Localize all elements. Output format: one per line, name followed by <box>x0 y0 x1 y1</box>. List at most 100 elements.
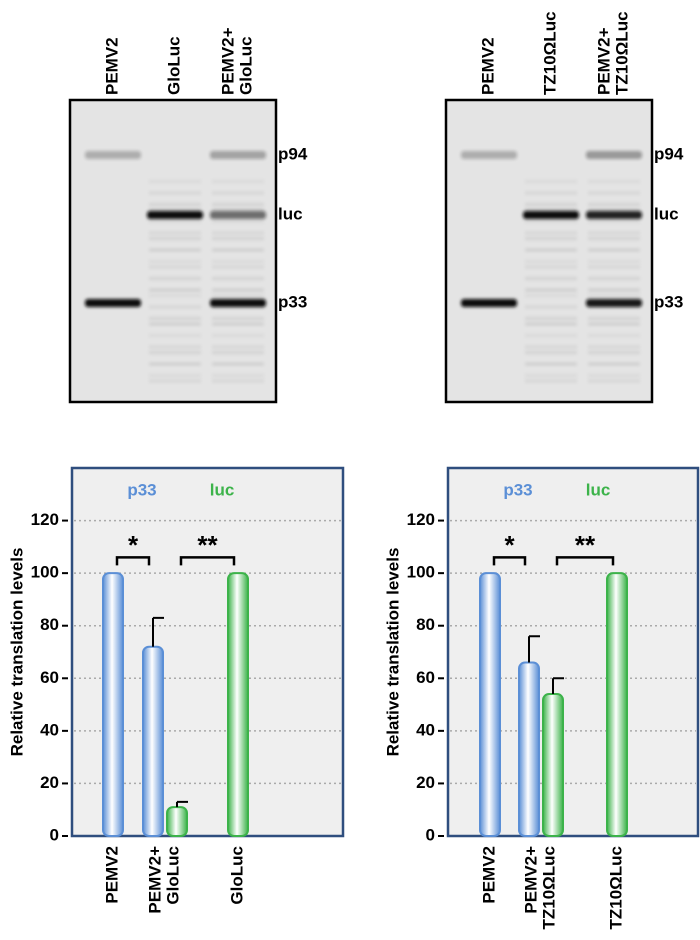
gel-band <box>586 299 642 307</box>
gel-smear <box>525 265 577 269</box>
y-axis-label: Relative translation levels <box>383 548 402 757</box>
significance-label: * <box>128 530 139 560</box>
gel-smear <box>588 208 640 212</box>
significance-bracket <box>555 556 615 566</box>
gel-smear <box>588 351 640 354</box>
gel-smear <box>149 322 201 326</box>
gel-smear <box>149 260 201 263</box>
gel-smear <box>212 248 264 252</box>
gel-smear <box>588 191 640 195</box>
gel-smear <box>212 180 264 183</box>
lane-label: GloLuc <box>236 36 255 95</box>
gel-smear <box>212 208 264 212</box>
gel-smear <box>588 379 640 383</box>
gel-smear <box>525 351 577 354</box>
gel-band <box>210 211 266 219</box>
gel-smear <box>525 248 577 252</box>
gel-smear <box>212 317 264 320</box>
gel-smear <box>588 231 640 235</box>
gel-smear <box>212 288 264 292</box>
gel-smear <box>149 237 201 240</box>
legend-label: p33 <box>127 480 156 499</box>
gel-smear <box>588 294 640 297</box>
gel-smear <box>588 345 640 349</box>
gel-smear <box>149 220 201 223</box>
y-tick-label: 80 <box>416 615 435 634</box>
gel-smear <box>525 294 577 297</box>
gel-band <box>147 211 203 219</box>
gel-band <box>85 299 141 307</box>
gel-smear <box>149 248 201 252</box>
gel-smear <box>149 374 201 377</box>
y-tick-label: 80 <box>40 615 59 634</box>
gel-smear <box>525 288 577 292</box>
gel-smear <box>525 260 577 263</box>
gel-smear <box>525 237 577 240</box>
gel-smear <box>588 334 640 337</box>
gel-band <box>85 151 141 159</box>
gel-smear <box>588 322 640 326</box>
gel-smear <box>149 191 201 195</box>
x-tick-label: PEMV2+ <box>145 846 164 914</box>
gel-smear <box>588 237 640 240</box>
y-tick-label: 20 <box>416 773 435 792</box>
gel-smear <box>525 345 577 349</box>
gel-smear <box>588 277 640 280</box>
bar <box>166 806 188 837</box>
gel-smear <box>212 237 264 240</box>
gel-smear <box>525 379 577 383</box>
band-label: luc <box>278 204 303 223</box>
gel-smear <box>525 374 577 377</box>
gel-smear <box>588 362 640 366</box>
lane-label: GloLuc <box>164 36 183 95</box>
significance-bracket <box>115 556 151 566</box>
gel-smear <box>149 208 201 212</box>
gel-band <box>586 211 642 219</box>
gel-smear <box>212 379 264 383</box>
gel-smear <box>212 191 264 195</box>
y-tick-label: 40 <box>416 720 435 739</box>
bar <box>102 572 124 838</box>
gel-smear <box>212 220 264 223</box>
lane-label: PEMV2+ <box>218 27 237 95</box>
gel-smear <box>149 277 201 280</box>
gel-smear <box>149 288 201 292</box>
gel-smear <box>149 231 201 235</box>
x-tick-label: PEMV2 <box>479 846 498 904</box>
gel-smear <box>525 180 577 183</box>
gel-smear <box>525 334 577 337</box>
error-bar <box>176 800 188 808</box>
significance-label: * <box>504 530 515 560</box>
gel-smear <box>149 334 201 337</box>
gel-smear <box>149 294 201 297</box>
gel-smear <box>149 379 201 383</box>
gel-smear <box>212 374 264 377</box>
gel-smear <box>149 305 201 309</box>
gel-smear <box>525 362 577 366</box>
gel-smear <box>212 231 264 235</box>
gel-smear <box>525 277 577 280</box>
band-label: p94 <box>278 144 308 163</box>
gel-smear <box>525 231 577 235</box>
x-tick-label: GloLuc <box>163 846 182 905</box>
gel-smear <box>149 317 201 320</box>
gel-smear <box>212 260 264 263</box>
gel-band <box>461 151 517 159</box>
gel-smear <box>212 203 264 206</box>
bar <box>479 572 501 838</box>
gel-smear <box>588 220 640 223</box>
gel-band <box>586 151 642 159</box>
y-tick-label: 100 <box>407 563 435 582</box>
bar <box>518 661 540 837</box>
gel-smear <box>212 334 264 337</box>
gel-band <box>523 211 579 219</box>
bar <box>542 693 564 837</box>
gel-smear <box>149 265 201 269</box>
gel-smear <box>588 374 640 377</box>
lane-label: PEMV2+ <box>594 27 613 95</box>
x-tick-label: PEMV2+ <box>521 846 540 914</box>
legend-label: luc <box>210 480 235 499</box>
gel-smear <box>588 265 640 269</box>
bar <box>142 645 164 837</box>
